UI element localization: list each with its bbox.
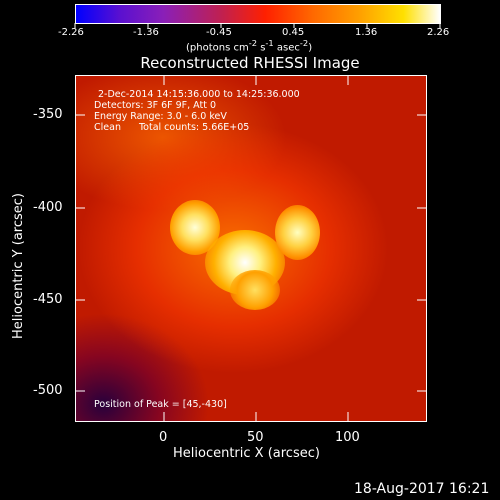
- colorbar: [75, 4, 441, 24]
- colorbar-tick-3: -0.45: [206, 27, 232, 38]
- y-tick-500: -500: [33, 383, 63, 398]
- peak-position: Position of Peak = [45,-430]: [94, 399, 227, 410]
- x-tick-100: 100: [335, 430, 360, 445]
- x-tick-0: 0: [159, 430, 168, 445]
- y-tick-350: -350: [33, 107, 63, 122]
- energy-range: Energy Range: 3.0 - 6.0 keV: [94, 111, 227, 122]
- y-axis-label: Heliocentric Y (arcsec): [11, 193, 26, 339]
- colorbar-tick-5: 1.36: [355, 27, 378, 38]
- colorbar-units: (photons cm-2 s-1 asec-2): [186, 38, 313, 54]
- colorbar-tick-1: -2.26: [58, 27, 84, 38]
- y-tick-400: -400: [33, 200, 63, 215]
- plot-title: Reconstructed RHESSI Image: [140, 54, 360, 72]
- footer-date: 18-Aug-2017 16:21: [354, 481, 490, 497]
- detectors: Detectors: 3F 6F 9F, Att 0: [94, 100, 217, 111]
- x-axis-label: Heliocentric X (arcsec): [173, 446, 320, 461]
- colorbar-tick-6: 2.26: [427, 27, 450, 38]
- info-overlay: 2-Dec-2014 14:15:36.000 to 14:25:36.000 …: [94, 89, 300, 133]
- colorbar-gradient: [76, 5, 440, 23]
- colorbar-ticks: [74, 23, 441, 28]
- colorbar-tick-2: -1.36: [133, 27, 159, 38]
- colorbar-tick-4: 0.45: [282, 27, 305, 38]
- time-range: 2-Dec-2014 14:15:36.000 to 14:25:36.000: [98, 89, 300, 100]
- y-tick-450: -450: [33, 292, 63, 307]
- solar-image: [75, 75, 427, 422]
- x-tick-50: 50: [247, 430, 264, 445]
- clean-counts: Clean Total counts: 5.66E+05: [94, 122, 250, 133]
